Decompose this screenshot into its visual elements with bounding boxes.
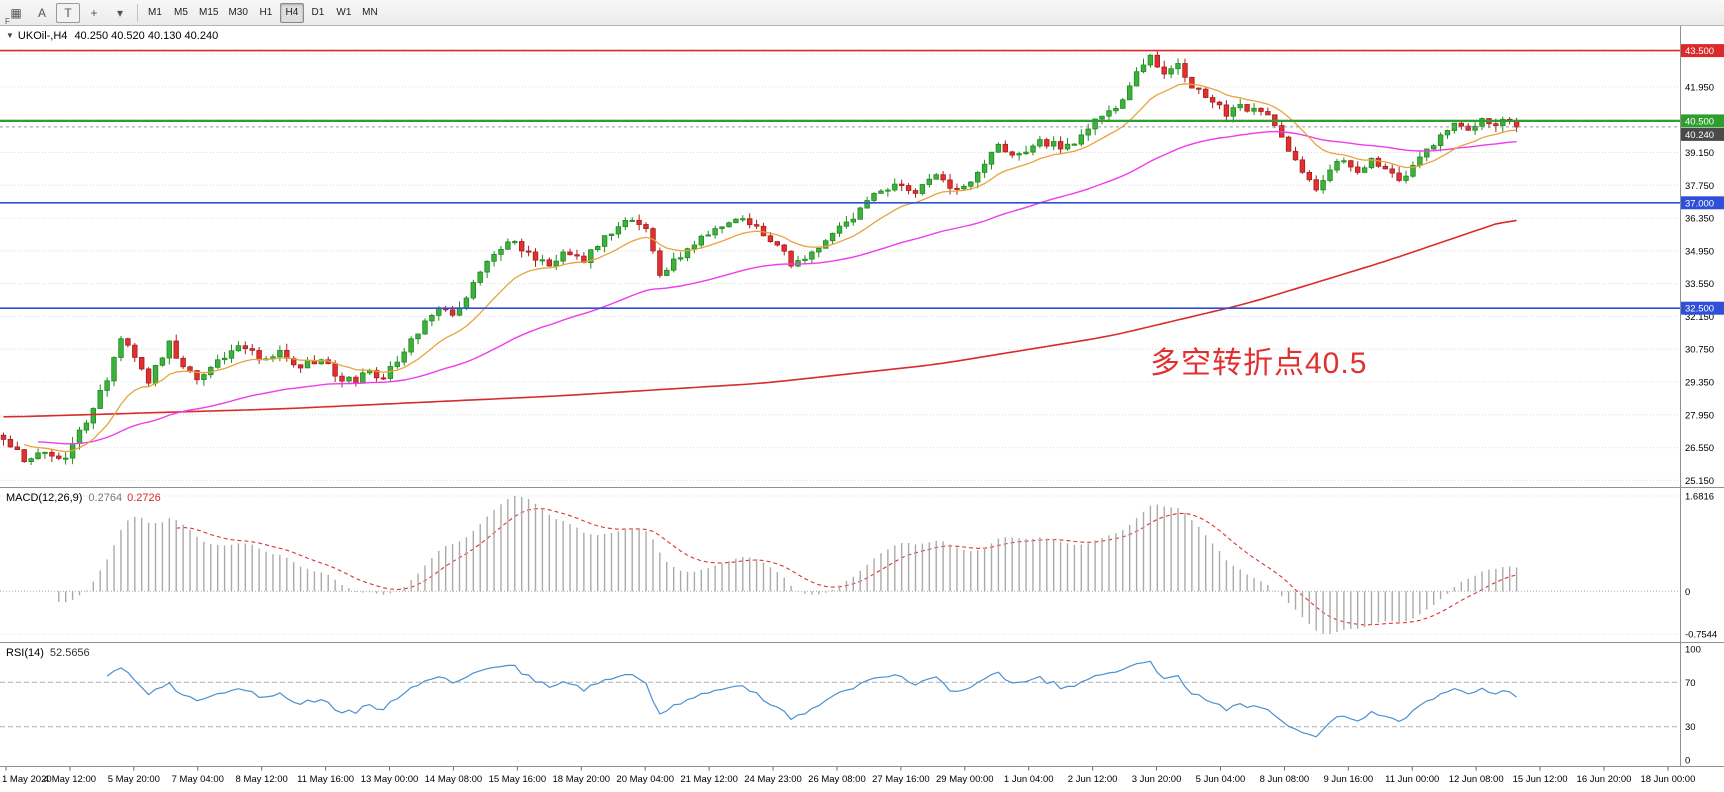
- macd-axis-label: 1.6816: [1685, 492, 1714, 503]
- svg-text:43.500: 43.500: [1685, 46, 1714, 57]
- timeframe-m5-button[interactable]: M5: [174, 7, 188, 18]
- time-label: 29 May 00:00: [936, 774, 994, 785]
- price-tick-label: 30.750: [1685, 345, 1714, 356]
- time-label: 26 May 08:00: [808, 774, 866, 785]
- timeframe-m15-button[interactable]: M15: [199, 7, 219, 18]
- timeframe-h4-button[interactable]: H4: [279, 2, 304, 23]
- time-label: 21 May 12:00: [680, 774, 738, 785]
- toolbar-icon-buttons: ▦ A T + ▾: [3, 2, 133, 23]
- panel-separators: [0, 487, 1724, 767]
- price-tick-label: 32.150: [1685, 312, 1714, 323]
- time-label: 5 Jun 04:00: [1196, 774, 1246, 785]
- horizontal-level-lines[interactable]: [0, 49, 1680, 310]
- svg-text:40.500: 40.500: [1685, 116, 1714, 127]
- chevron-down-icon[interactable]: ▾: [116, 5, 124, 20]
- time-label: 16 Jun 20:00: [1577, 774, 1632, 785]
- time-label: 11 Jun 00:00: [1385, 774, 1439, 785]
- time-label: 24 May 23:00: [744, 774, 802, 785]
- time-label: 13 May 00:00: [361, 774, 419, 785]
- price-tick-label: 26.550: [1685, 443, 1714, 454]
- macd-panel: 1.6816 0 -0.7544: [0, 492, 1717, 641]
- candles-layer: [0, 51, 1520, 465]
- time-label: 7 May 04:00: [172, 774, 224, 785]
- svg-text:37.000: 37.000: [1685, 198, 1714, 209]
- time-label: 18 Jun 00:00: [1640, 774, 1695, 785]
- time-label: 9 Jun 16:00: [1323, 774, 1373, 785]
- price-tick-label: 29.350: [1685, 378, 1714, 389]
- time-label: 8 Jun 08:00: [1260, 774, 1310, 785]
- price-tick-label: 33.550: [1685, 279, 1714, 290]
- timeframe-mn-button[interactable]: MN: [362, 7, 378, 18]
- grid-icon[interactable]: ▦: [10, 5, 22, 20]
- rsi-axis-label: 100: [1685, 645, 1701, 656]
- time-label: 4 May 12:00: [44, 774, 96, 785]
- price-tag-40.240[interactable]: [1681, 127, 1724, 141]
- price-tag-37.000[interactable]: [1681, 196, 1724, 210]
- top-toolbar: ▦ A T + ▾ M1 M5 M15 M30 H1 H4 D1 W1 MN: [0, 0, 1724, 26]
- price-tick-label: 34.950: [1685, 246, 1714, 257]
- crosshair-icon[interactable]: +: [90, 5, 98, 20]
- timeframe-m1-button[interactable]: M1: [148, 7, 162, 18]
- time-label: 3 Jun 20:00: [1132, 774, 1182, 785]
- timeframe-d1-button[interactable]: D1: [311, 7, 325, 18]
- timeframe-w1-button[interactable]: W1: [336, 7, 352, 18]
- chart-canvas[interactable]: 41.950 39.150 37.750 36.350 34.950 33.550 32.1…: [0, 26, 1724, 792]
- rsi-axis-label: 70: [1685, 678, 1696, 689]
- svg-text:32.500: 32.500: [1685, 304, 1714, 315]
- price-tag-40.500[interactable]: [1681, 114, 1724, 128]
- price-tick-label: 39.150: [1685, 148, 1714, 159]
- price-tick-label: 37.750: [1685, 181, 1714, 192]
- macd-axis-label: 0: [1685, 587, 1690, 598]
- time-label: 14 May 08:00: [425, 774, 483, 785]
- timeframe-m30-button[interactable]: M30: [228, 7, 248, 18]
- time-label: 1 May 2020: [2, 774, 52, 785]
- timeframe-h1-button[interactable]: H1: [259, 7, 273, 18]
- time-label: 20 May 04:00: [616, 774, 674, 785]
- price-grid: [0, 53, 1680, 481]
- time-label: 15 May 16:00: [489, 774, 547, 785]
- time-label: 12 Jun 08:00: [1449, 774, 1504, 785]
- macd-axis-label: -0.7544: [1685, 630, 1717, 641]
- time-label: 15 Jun 12:00: [1513, 774, 1568, 785]
- moving-averages: [3, 83, 1517, 453]
- price-tag-32.500[interactable]: [1681, 301, 1724, 315]
- price-tick-label: 41.950: [1685, 82, 1714, 93]
- time-label: 5 May 20:00: [108, 774, 160, 785]
- partial-label-f: F: [5, 17, 10, 26]
- ma-slow-line: [3, 219, 1517, 418]
- svg-text:40.240: 40.240: [1685, 130, 1714, 141]
- rsi-line: [106, 660, 1517, 738]
- time-label: 2 Jun 12:00: [1068, 774, 1118, 785]
- time-label: 18 May 20:00: [552, 774, 610, 785]
- price-tick-label: 25.150: [1685, 476, 1714, 487]
- rsi-axis-label: 30: [1685, 722, 1696, 733]
- timeframe-buttons: M1 M5 M15 M30 H1 H4 D1 W1 MN: [142, 2, 383, 23]
- price-tick-label: 36.350: [1685, 214, 1714, 225]
- price-axis[interactable]: 41.950 39.150 37.750 36.350 34.950 33.550 32.1…: [1680, 26, 1724, 767]
- time-label: 11 May 16:00: [297, 774, 354, 785]
- rsi-panel: 100 70 30 0: [0, 645, 1701, 767]
- macd-histogram: [58, 496, 1518, 634]
- time-label: 27 May 16:00: [872, 774, 930, 785]
- toolbar-separator: [137, 3, 138, 22]
- ma-fast-line: [24, 83, 1517, 453]
- rsi-axis-label: 0: [1685, 756, 1690, 767]
- ma-mid-line: [37, 130, 1517, 445]
- text-a-icon[interactable]: A: [37, 5, 46, 20]
- text-t-icon[interactable]: T: [56, 2, 80, 23]
- price-tick-label: 27.950: [1685, 410, 1714, 421]
- time-label: 8 May 12:00: [236, 774, 288, 785]
- price-tag-43.500[interactable]: [1681, 44, 1724, 58]
- time-label: 1 Jun 04:00: [1004, 774, 1054, 785]
